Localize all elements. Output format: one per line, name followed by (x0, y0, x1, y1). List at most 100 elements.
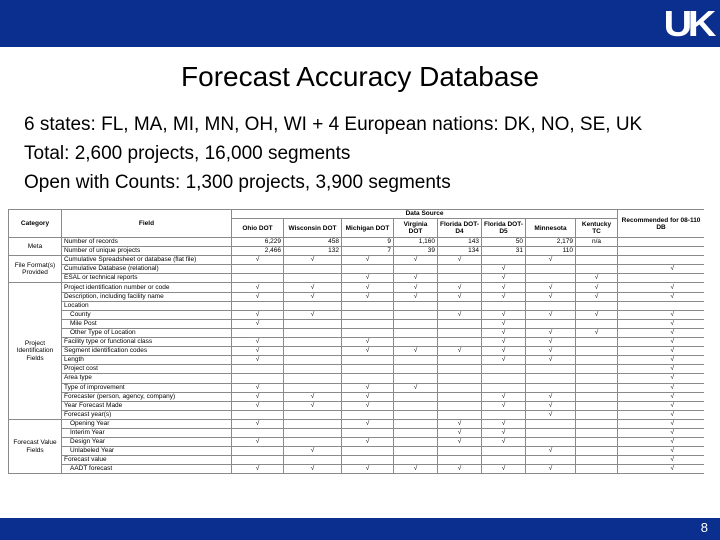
col-minnesota: Minnesota (525, 218, 576, 238)
value-cell (574, 409, 619, 420)
value-cell (437, 364, 482, 375)
bottom-banner: 8 (0, 518, 720, 540)
value-cell (574, 455, 619, 466)
value-cell: 9 (341, 236, 394, 248)
value-cell: √ (283, 400, 342, 411)
value-cell (525, 455, 576, 466)
value-cell: √ (525, 409, 576, 420)
value-cell (574, 382, 619, 393)
value-cell (283, 346, 342, 357)
value-cell: √ (525, 309, 576, 320)
value-cell: √ (481, 264, 526, 275)
value-cell (341, 364, 394, 375)
field-cell: AADT forecast (61, 464, 232, 475)
value-cell: √ (393, 273, 438, 284)
value-cell (393, 300, 438, 311)
recommended-cell: √ (617, 382, 704, 393)
table-row: Type of improvement √ √ √ √ (9, 382, 704, 393)
recommended-cell: √ (617, 418, 704, 429)
field-cell: Facility type or functional class (61, 337, 232, 348)
value-cell: √ (481, 355, 526, 366)
table-row: Other Type of Location √ √ √ √ (9, 327, 704, 339)
value-cell: √ (231, 464, 284, 475)
value-cell: √ (231, 437, 284, 448)
value-cell (283, 455, 342, 466)
value-cell (393, 364, 438, 375)
value-cell (393, 355, 438, 366)
value-cell (525, 437, 576, 448)
value-cell: 458 (283, 236, 342, 248)
value-cell: √ (341, 400, 394, 411)
value-cell (283, 264, 342, 275)
value-cell: √ (393, 255, 438, 266)
category-cell: Forecast Value Fields (8, 418, 62, 475)
recommended-cell: √ (617, 455, 704, 466)
value-cell (231, 446, 284, 457)
field-cell: Type of improvement (61, 382, 232, 393)
value-cell (283, 273, 342, 284)
value-cell (481, 409, 526, 420)
field-cell: Forecaster (person, agency, company) (61, 391, 232, 402)
value-cell (393, 391, 438, 402)
value-cell: 134 (437, 246, 482, 257)
uk-logo: UK (663, 3, 717, 44)
table-row: File Format(s) Provided Cumulative Spread… (8, 255, 704, 284)
value-cell (525, 418, 576, 429)
value-cell (574, 300, 619, 311)
value-cell (574, 246, 619, 257)
value-cell (481, 382, 526, 393)
value-cell (283, 337, 342, 348)
value-cell: √ (525, 400, 576, 411)
value-cell: √ (525, 446, 576, 457)
field-cell: Mile Post (61, 318, 232, 329)
table-row: Number of unique projects 2,466 132 7 39 134 3… (9, 246, 704, 257)
value-cell (393, 309, 438, 320)
field-cell: Cumulative Spreadsheet or database (flat… (61, 255, 232, 266)
value-cell: √ (525, 282, 576, 293)
recommended-cell: √ (617, 409, 704, 420)
value-cell: √ (574, 282, 619, 293)
value-cell (481, 255, 526, 266)
category-cell: Project Identification Fields (8, 282, 62, 420)
value-cell (341, 264, 394, 275)
value-cell (574, 318, 619, 329)
value-cell (574, 355, 619, 366)
value-cell (574, 391, 619, 402)
value-cell (437, 337, 482, 348)
value-cell (481, 364, 526, 375)
value-cell: √ (341, 337, 394, 348)
field-cell: Number of unique projects (61, 246, 232, 257)
value-cell (437, 373, 482, 384)
value-cell (231, 264, 284, 275)
value-cell: √ (341, 346, 394, 357)
table-row: Unlabeled Year √ √ √ (9, 446, 704, 457)
value-cell: √ (481, 282, 526, 293)
table-body: Meta Number of records 6,229 458 9 1,160 143 50… (8, 236, 704, 475)
slide-title: Forecast Accuracy Database (181, 61, 539, 92)
value-cell (283, 373, 342, 384)
table-row: Segment identification codes √ √ √ √ √ √ √ (9, 346, 704, 357)
bullet-open-counts: Open with Counts: 1,300 projects, 3,900 … (24, 172, 451, 193)
table-row: Facility type or functional class √ √ √ √ √ (9, 337, 704, 348)
bullet-total: Total: 2,600 projects, 16,000 segments (24, 143, 351, 164)
value-cell: √ (574, 273, 619, 284)
value-cell (341, 300, 394, 311)
value-cell: √ (481, 418, 526, 429)
field-cell: ESAL or technical reports (61, 273, 232, 284)
value-cell: √ (525, 346, 576, 357)
value-cell (574, 364, 619, 375)
value-cell: n/a (574, 236, 619, 248)
value-cell (283, 427, 342, 439)
value-cell: √ (525, 464, 576, 475)
recommended-cell: √ (617, 291, 704, 302)
value-cell: √ (283, 255, 342, 266)
value-cell: √ (231, 318, 284, 329)
value-cell (283, 382, 342, 393)
data-table-wrapper: Category Field Data Source Recommended f… (8, 209, 704, 504)
value-cell (525, 373, 576, 384)
value-cell: √ (231, 255, 284, 266)
value-cell (437, 400, 482, 411)
field-cell: Opening Year (61, 418, 232, 429)
value-cell: √ (481, 337, 526, 348)
bullet-list: 6 states: FL, MA, MI, MN, OH, WI + 4 Eur… (24, 110, 642, 197)
